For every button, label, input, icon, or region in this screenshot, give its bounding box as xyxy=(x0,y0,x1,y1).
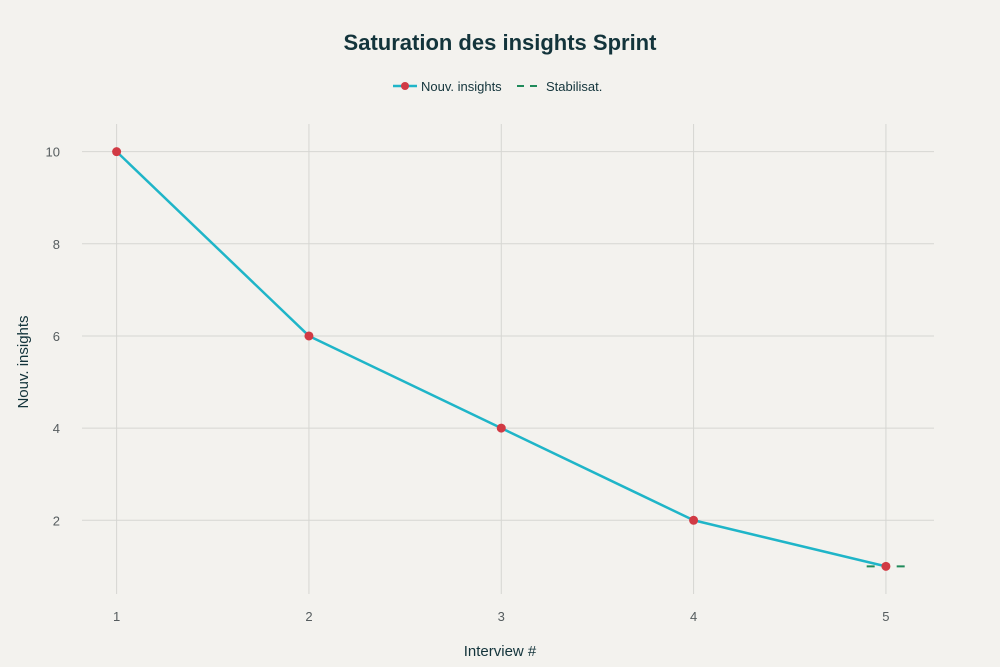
y-axis-ticks: 2 4 6 8 10 xyxy=(46,145,60,529)
y-tick-label: 10 xyxy=(46,145,60,160)
plot-series xyxy=(112,147,906,571)
x-tick-label: 2 xyxy=(305,609,312,624)
legend-marker-swatch-insights xyxy=(401,82,409,90)
y-tick-label: 6 xyxy=(53,329,60,344)
insights-data-point[interactable] xyxy=(304,331,314,341)
insights-data-point[interactable] xyxy=(881,561,891,571)
x-axis-ticks: 1 2 3 4 5 xyxy=(113,609,890,624)
chart-title: Saturation des insights Sprint xyxy=(344,30,658,55)
x-tick-label: 4 xyxy=(690,609,697,624)
insights-data-point[interactable] xyxy=(689,515,699,525)
insights-data-point[interactable] xyxy=(496,423,506,433)
x-axis-title: Interview # xyxy=(464,643,537,660)
legend-label-insights: Nouv. insights xyxy=(421,79,502,94)
y-tick-label: 8 xyxy=(53,237,60,252)
gridlines xyxy=(82,124,934,594)
x-tick-label: 5 xyxy=(882,609,889,624)
legend-label-stabilisation: Stabilisat. xyxy=(546,79,602,94)
insights-data-point[interactable] xyxy=(112,147,122,157)
x-tick-label: 1 xyxy=(113,609,120,624)
y-tick-label: 4 xyxy=(53,421,60,436)
legend: Nouv. insights Stabilisat. xyxy=(393,79,602,94)
y-tick-label: 2 xyxy=(53,513,60,528)
x-tick-label: 3 xyxy=(498,609,505,624)
y-axis-title: Nouv. insights xyxy=(15,315,32,408)
